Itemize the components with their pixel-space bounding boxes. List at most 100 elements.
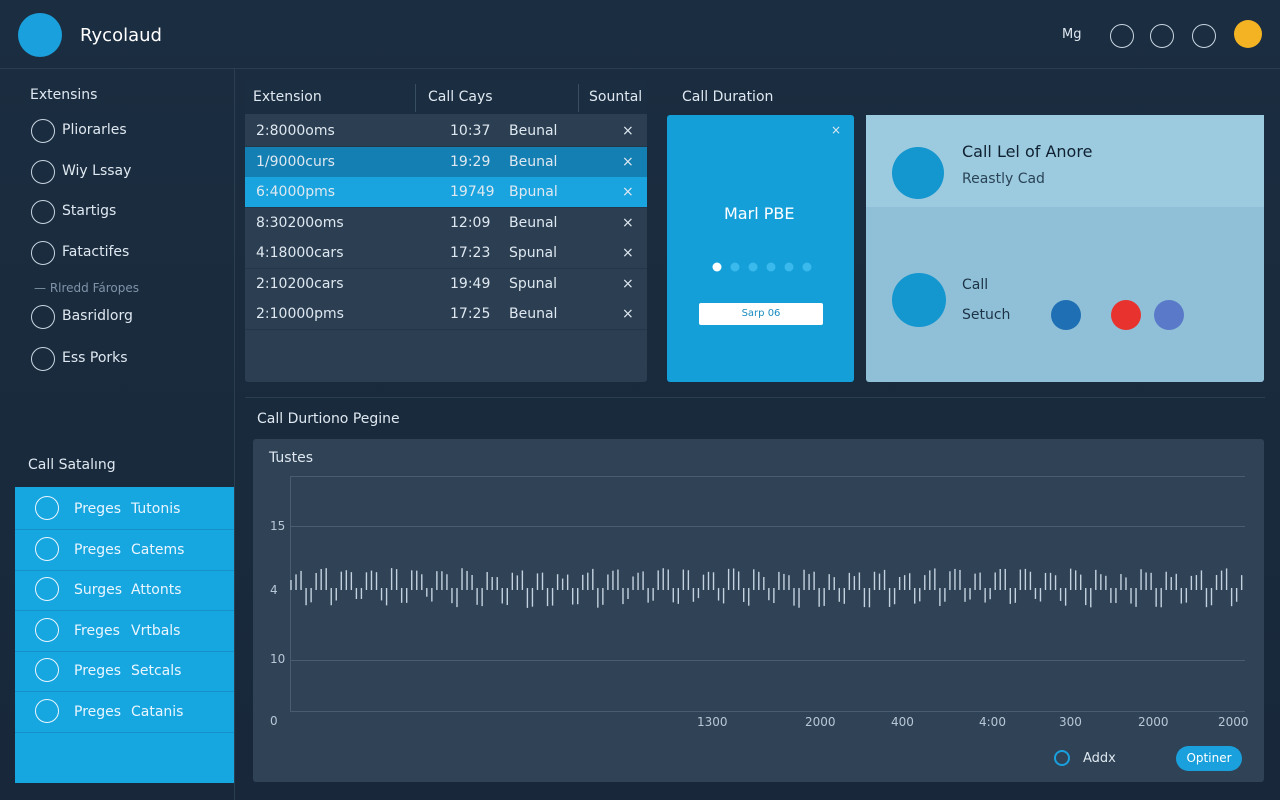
- table-row[interactable]: 2:10000pms 17:25 Beunal ×: [245, 299, 647, 330]
- item-value: Setcals: [131, 663, 182, 679]
- nav-icon[interactable]: [31, 119, 55, 143]
- y-axis-label: 15: [270, 519, 286, 533]
- x-axis-label: 1300: [697, 715, 728, 729]
- pager-dots: [712, 257, 822, 272]
- cell-time: 17:23: [450, 245, 491, 261]
- nav-panel-item[interactable]: Preges Catanis: [15, 692, 234, 733]
- social-button[interactable]: [1111, 300, 1141, 330]
- cell-extension: 8:30200oms: [256, 214, 344, 231]
- x-axis-label: 4:00: [979, 715, 1006, 729]
- cell-time: 19749: [450, 184, 495, 200]
- graph-label: Tustes: [269, 450, 313, 466]
- divider: [234, 68, 235, 800]
- cell-time: 19:49: [450, 275, 491, 292]
- sidebar-heading: Extensins: [30, 87, 98, 103]
- cell-status: Beunal: [509, 153, 558, 170]
- column-divider: [415, 84, 416, 112]
- cell-extension: 2:8000oms: [256, 123, 335, 139]
- graph-title: Call Durtiono Pegine: [257, 411, 400, 427]
- column-header: Call Cays: [428, 89, 493, 105]
- y-axis-label: 10: [270, 652, 286, 666]
- item-value: Tutonis: [131, 501, 181, 517]
- item-label: Preges: [74, 501, 122, 517]
- cell-status: Spunal: [509, 275, 557, 292]
- nav-icon[interactable]: [31, 347, 55, 371]
- cell-status: Spunal: [509, 245, 557, 261]
- nav-icon[interactable]: [31, 160, 55, 184]
- cell-status: Beunal: [509, 306, 558, 322]
- nav-item[interactable]: Fatactifes: [62, 244, 130, 260]
- nav-icon: [35, 698, 59, 723]
- duration-title: Call Duration: [682, 89, 774, 105]
- close-icon[interactable]: ×: [831, 123, 842, 137]
- nav-icon: [35, 536, 59, 561]
- nav-panel-item[interactable]: Preges Setcals: [15, 651, 234, 692]
- item-label: Preges: [74, 541, 122, 558]
- divider: [245, 397, 1265, 398]
- search-icon[interactable]: [1054, 750, 1070, 766]
- pbx-card: [667, 115, 854, 382]
- item-label: Surges: [74, 582, 123, 598]
- row-close: ×: [622, 306, 634, 322]
- grid-line: [290, 476, 1245, 477]
- item-value: Catanis: [131, 703, 184, 720]
- social-button[interactable]: [1154, 300, 1184, 330]
- x-axis-label: 2000: [1218, 715, 1249, 729]
- table-row[interactable]: 6:4000pms 19749 Bpunal ×: [245, 177, 647, 208]
- item-value: Attonts: [131, 582, 182, 598]
- cell-extension: 6:4000pms: [256, 184, 336, 200]
- cell-time: 10:37: [450, 123, 491, 139]
- header: [0, 0, 1280, 69]
- nav-panel-item[interactable]: Surges Attonts: [15, 570, 234, 611]
- row-close: ×: [622, 153, 634, 170]
- nav-icon: [35, 496, 59, 520]
- table-row[interactable]: 1/9000curs 19:29 Beunal ×: [245, 146, 647, 178]
- primary-button[interactable]: Optiner: [1176, 746, 1242, 771]
- table-header: [245, 80, 647, 114]
- row-close: ×: [622, 275, 634, 292]
- grid-line: [290, 711, 1245, 712]
- nav-icon[interactable]: [31, 241, 55, 265]
- card-title: Marl PBE: [724, 204, 795, 223]
- icon[interactable]: [1192, 24, 1216, 48]
- user-label[interactable]: Mg: [1062, 27, 1082, 42]
- x-axis-label: 2000: [1138, 715, 1169, 729]
- nav-item[interactable]: Ess Porks: [62, 350, 128, 366]
- icon[interactable]: [1110, 24, 1134, 48]
- row-close: ×: [622, 245, 634, 261]
- item-label: Freges: [74, 622, 120, 639]
- table-row[interactable]: 2:8000oms 10:37 Beunal ×: [245, 116, 647, 147]
- nav-item[interactable]: Basridlorg: [62, 308, 133, 324]
- logo[interactable]: [18, 13, 62, 57]
- social-button[interactable]: [1051, 300, 1081, 330]
- nav-item[interactable]: Startigs: [62, 203, 117, 219]
- nav-icon[interactable]: [31, 305, 55, 329]
- icon[interactable]: [1150, 24, 1174, 48]
- table-row[interactable]: 8:30200oms 12:09 Beunal ×: [245, 207, 647, 239]
- nav-icon[interactable]: [31, 200, 55, 224]
- app-title: Rycolaud: [80, 25, 162, 46]
- nav-panel-item[interactable]: Preges Tutonis: [15, 489, 234, 530]
- info-sub: Reastly Cad: [962, 171, 1045, 187]
- item-label: Preges: [74, 663, 122, 679]
- avatar-icon: [892, 147, 944, 199]
- search-label[interactable]: Addx: [1083, 751, 1116, 766]
- nav-item[interactable]: Pliorarles: [62, 122, 127, 138]
- card-button[interactable]: Sarp 06: [699, 303, 823, 325]
- avatar[interactable]: [1234, 20, 1262, 48]
- cell-extension: 2:10000pms: [256, 306, 344, 322]
- nav-item[interactable]: Wiy Lssay: [62, 163, 132, 179]
- table-row[interactable]: 2:10200cars 19:49 Spunal ×: [245, 268, 647, 300]
- column-header: Sountal: [589, 89, 643, 105]
- dots: [712, 262, 812, 272]
- table-row[interactable]: 4:18000cars 17:23 Spunal ×: [245, 238, 647, 269]
- nav-panel-item[interactable]: Preges Catems: [15, 530, 234, 571]
- x-axis-label: 2000: [805, 715, 836, 729]
- item-value: Catems: [131, 541, 185, 558]
- nav-panel-item[interactable]: Freges Vrtbals: [15, 611, 234, 652]
- graph-panel: [253, 439, 1264, 782]
- cell-extension: 2:10200cars: [256, 275, 344, 292]
- x-axis-label: 300: [1059, 715, 1082, 729]
- cell-status: Beunal: [509, 214, 558, 231]
